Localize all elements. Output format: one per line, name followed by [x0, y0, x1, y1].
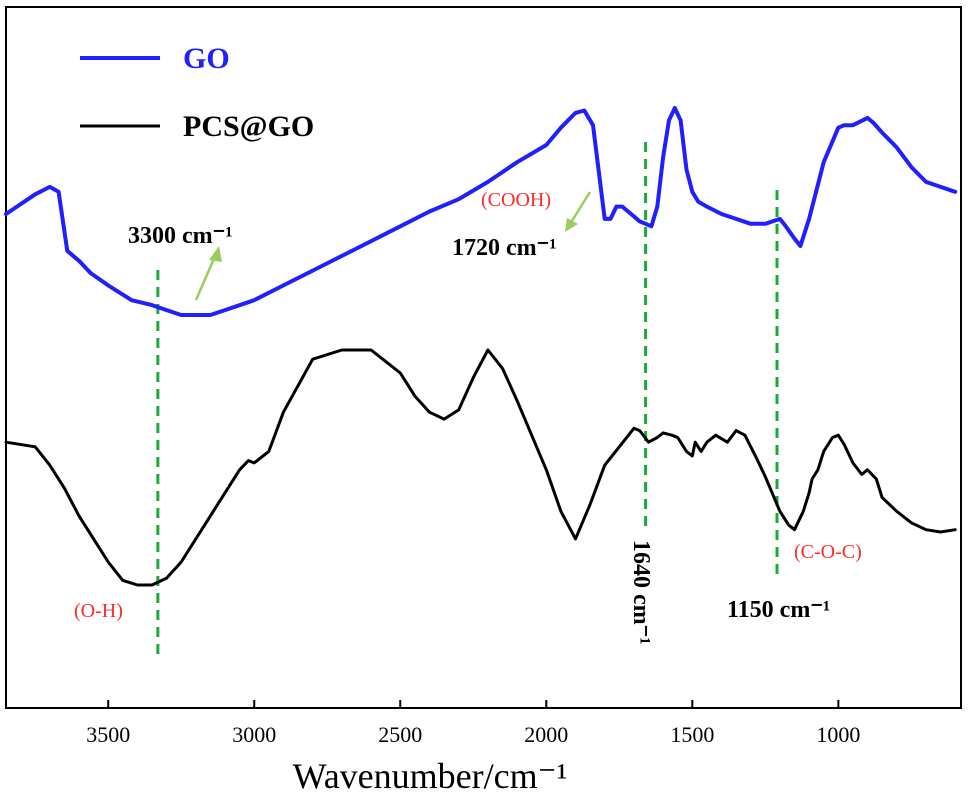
arrow-1720-head [565, 218, 578, 232]
x-tick-label-2500: 2500 [378, 722, 422, 747]
plot-frame [5, 6, 962, 709]
arrow-3300-head [209, 246, 222, 262]
series-pcs-go-line [4, 348, 957, 587]
annotation-coc: (C-O-C) [794, 541, 862, 563]
annotation-cooh: (COOH) [481, 189, 551, 211]
arrow-3300 [194, 253, 218, 301]
x-tick-label-1500: 1500 [670, 722, 714, 747]
annotation-3300: 3300 cm⁻¹ [128, 223, 233, 249]
x-tick-label-1000: 1000 [816, 722, 860, 747]
x-tick-label-3500: 3500 [86, 722, 130, 747]
legend-label-pcs-go: PCS@GO [183, 110, 314, 143]
x-axis-ticks: 3500 3000 2500 2000 1500 1000 [86, 700, 860, 747]
x-axis-label: Wavenumber/cm⁻¹ [293, 756, 568, 796]
legend-label-go: GO [183, 42, 230, 75]
annotation-1150: 1150 cm⁻¹ [727, 597, 830, 623]
x-tick-label-2000: 2000 [524, 722, 568, 747]
guide-lines [156, 142, 779, 660]
annotation-oh: (O-H) [74, 600, 123, 622]
series-go-line [4, 106, 958, 317]
legend: GO PCS@GO [80, 42, 314, 143]
annotation-1720: 1720 cm⁻¹ [452, 235, 557, 261]
arrow-1720 [568, 191, 592, 225]
x-tick-label-3000: 3000 [232, 722, 276, 747]
annotation-1640: 1640 cm⁻¹ [628, 540, 654, 645]
